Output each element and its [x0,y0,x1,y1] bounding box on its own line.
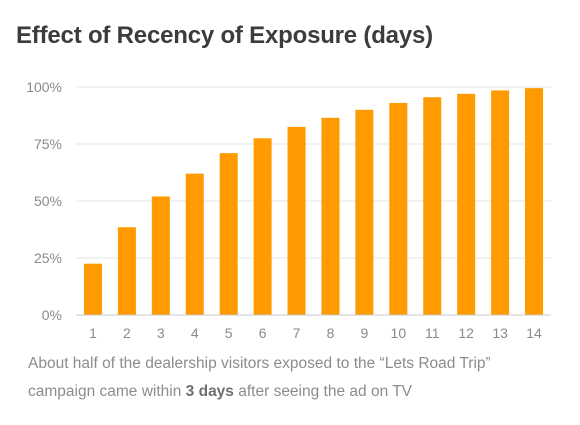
x-tick-label: 13 [492,325,508,341]
bar [287,126,306,316]
x-tick-label: 5 [225,325,233,341]
x-tick-label: 8 [327,325,335,341]
y-tick-label: 25% [34,250,62,266]
x-tick-label: 10 [391,325,407,341]
bar [457,93,476,315]
bar [525,88,544,315]
bar [151,196,170,315]
x-tick-label: 14 [526,325,542,341]
x-tick-label: 2 [123,325,131,341]
y-tick-label: 100% [26,79,62,95]
caption-line-1: About half of the dealership visitors ex… [28,355,491,372]
bar-chart: 0%25%50%75%100%1 2 3 4 5 6 7 8 9 10 11 12 13 14 [26,79,551,341]
x-tick-label: 4 [191,325,199,341]
bar [219,153,238,315]
bar [83,263,102,315]
x-tick-label: 12 [458,325,474,341]
x-tick-label: 3 [157,325,165,341]
bar [423,97,442,315]
y-tick-label: 50% [34,193,62,209]
bar [117,227,136,315]
x-tick-label: 11 [425,325,440,341]
bar [185,173,204,315]
x-tick-label: 6 [259,325,267,341]
x-tick-label: 9 [360,325,368,341]
chart-title: Effect of Recency of Exposure (days) [16,22,433,49]
caption-highlight: 3 days [185,383,234,400]
caption-line-2: campaign came within 3 days after seeing… [28,378,568,406]
bar [321,117,340,315]
y-tick-label: 0% [42,307,62,323]
chart-caption: About half of the dealership visitors ex… [28,350,568,406]
x-tick-label: 7 [293,325,301,341]
bar [253,138,272,315]
bar [389,102,408,316]
bar [355,109,374,315]
caption-line-2-start: campaign came within [28,383,186,400]
bar [491,90,510,315]
x-tick-label: 1 [89,325,97,341]
caption-line-2-end: after seeing the ad on TV [233,383,413,400]
y-tick-label: 75% [34,136,62,152]
